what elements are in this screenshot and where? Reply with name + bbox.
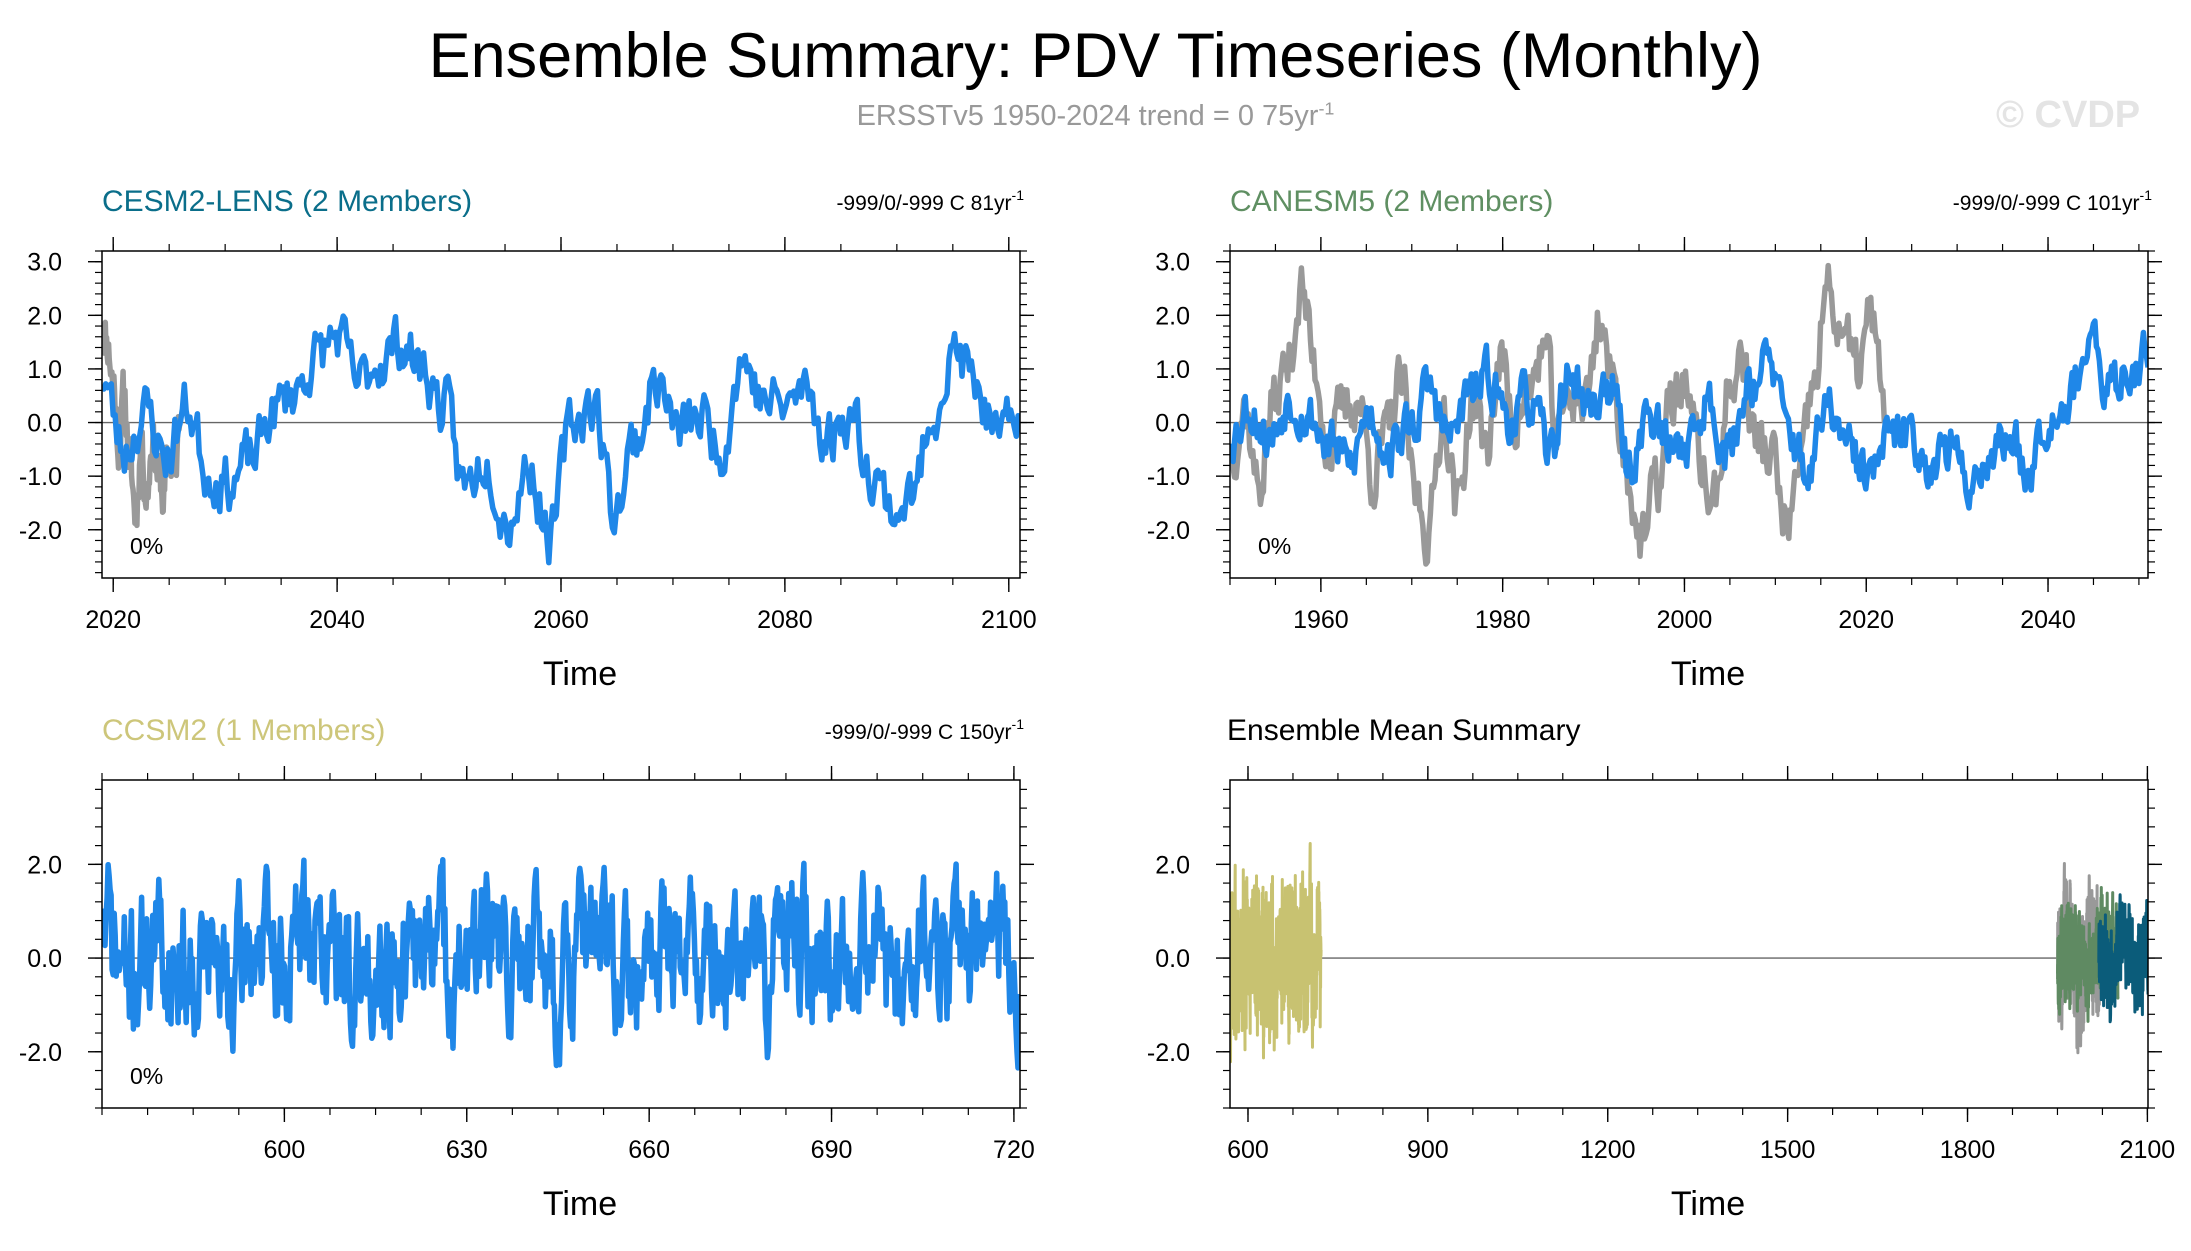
panel-title: CCSM2 (1 Members) xyxy=(102,714,385,747)
x-tick-label: 2080 xyxy=(757,606,813,634)
stat-text: -999/0/-999 C 81yr-1 xyxy=(836,187,1024,215)
x-tick-label: 600 xyxy=(1227,1136,1269,1164)
x-axis-label: Time xyxy=(543,1185,617,1223)
percent-label: 0% xyxy=(1258,533,1291,559)
panel-title: CANESM5 (2 Members) xyxy=(1230,185,1553,218)
x-tick-label: 2100 xyxy=(2120,1136,2176,1164)
y-tick-label: 0.0 xyxy=(1155,945,1190,973)
series-line-ccsm2-mean xyxy=(1230,842,1323,1064)
figure-subtitle: ERSSTv5 1950-2024 trend = 0 75yr-1 xyxy=(0,98,2191,133)
series-line-cesm2-mean xyxy=(2097,893,2148,1024)
x-tick-label: 630 xyxy=(446,1136,488,1164)
x-tick-label: 1960 xyxy=(1293,606,1349,634)
x-tick-label: 2000 xyxy=(1657,606,1713,634)
series-line-ensemble-member-blue xyxy=(102,313,1020,566)
subtitle-text: ERSSTv5 1950-2024 trend = 0 75yr xyxy=(856,100,1319,132)
plot-frame xyxy=(101,250,1021,579)
y-tick-label: 0.0 xyxy=(1155,410,1190,438)
panel-title: CESM2-LENS (2 Members) xyxy=(102,185,472,218)
y-tick-label: -1.0 xyxy=(19,463,62,491)
stat-superscript: -1 xyxy=(1012,187,1025,203)
series-group xyxy=(1230,262,2148,567)
x-tick-label: 900 xyxy=(1407,1136,1449,1164)
y-tick-label: 2.0 xyxy=(27,302,62,330)
y-tick-label: 1.0 xyxy=(27,356,62,384)
x-axis-label: Time xyxy=(543,655,617,693)
x-tick-label: 2020 xyxy=(85,606,141,634)
stat-text: -999/0/-999 C 150yr-1 xyxy=(825,716,1024,744)
cvdp-watermark: © CVDP xyxy=(1996,94,2141,136)
series-group xyxy=(102,857,1020,1071)
x-tick-label: 2040 xyxy=(2020,606,2076,634)
chart-panel-cesm2-lens: 2020 2040 2060 2080 2100 -2.0 -1.0 0.0 1.0 2.0 3.0… xyxy=(19,185,1037,693)
y-tick-label: -2.0 xyxy=(1147,517,1190,545)
y-tick-label: -2.0 xyxy=(19,1039,62,1067)
y-tick-label: 3.0 xyxy=(27,249,62,277)
stat-text: -999/0/-999 C 101yr-1 xyxy=(1953,187,2152,215)
percent-label: 0% xyxy=(130,533,163,559)
y-tick-label: -2.0 xyxy=(1147,1039,1190,1067)
y-tick-label: 2.0 xyxy=(1155,851,1190,879)
series-group xyxy=(102,313,1020,566)
x-axis-label: Time xyxy=(1671,655,1745,693)
series-line-canesm5-mean xyxy=(2056,886,2120,1023)
x-tick-label: 2020 xyxy=(1838,606,1894,634)
x-tick-label: 1200 xyxy=(1580,1136,1636,1164)
x-tick-label: 720 xyxy=(993,1136,1035,1164)
chart-panel-ensemble-mean-summary: 600 900 1200 1500 1800 2100 -2.0 0.0 2.0 Ensemble… xyxy=(1147,714,2175,1223)
x-tick-label: 660 xyxy=(628,1136,670,1164)
x-axis-label: Time xyxy=(1671,1185,1745,1223)
y-tick-label: 3.0 xyxy=(1155,249,1190,277)
chart-panel-ccsm2: 600 630 660 690 720 -2.0 0.0 2.0 CCSM2 (1 Member… xyxy=(19,714,1035,1223)
x-tick-label: 600 xyxy=(264,1136,306,1164)
y-tick-label: 2.0 xyxy=(1155,302,1190,330)
series-line-ensemble-member-blue xyxy=(1230,318,2148,511)
plot-frame xyxy=(1229,250,2149,579)
y-tick-label: -2.0 xyxy=(19,517,62,545)
x-tick-label: 2040 xyxy=(309,606,365,634)
x-tick-label: 1500 xyxy=(1760,1136,1816,1164)
plot-frame xyxy=(101,779,1021,1109)
x-tick-label: 1800 xyxy=(1940,1136,1996,1164)
series-group xyxy=(1230,842,2148,1064)
y-tick-label: 0.0 xyxy=(27,410,62,438)
series-line-ensemble-member-blue xyxy=(102,857,1020,1071)
panel-title: Ensemble Mean Summary xyxy=(1227,714,1580,747)
x-tick-label: 690 xyxy=(811,1136,853,1164)
y-tick-label: 1.0 xyxy=(1155,356,1190,384)
percent-label: 0% xyxy=(130,1063,163,1089)
stat-superscript: -1 xyxy=(1012,716,1025,732)
y-tick-label: 0.0 xyxy=(27,945,62,973)
plot-frame xyxy=(1229,779,2149,1109)
chart-panel-canesm5: 1960 1980 2000 2020 2040 -2.0 -1.0 0.0 1.0 2.0 3.0… xyxy=(1147,185,2162,693)
figure-title: Ensemble Summary: PDV Timeseries (Monthl… xyxy=(428,21,1763,91)
stat-superscript: -1 xyxy=(2140,187,2153,203)
y-tick-label: 2.0 xyxy=(27,851,62,879)
x-tick-label: 2060 xyxy=(533,606,589,634)
x-tick-label: 2100 xyxy=(981,606,1037,634)
subtitle-superscript: -1 xyxy=(1318,98,1335,119)
x-tick-label: 1980 xyxy=(1475,606,1531,634)
y-tick-label: -1.0 xyxy=(1147,463,1190,491)
